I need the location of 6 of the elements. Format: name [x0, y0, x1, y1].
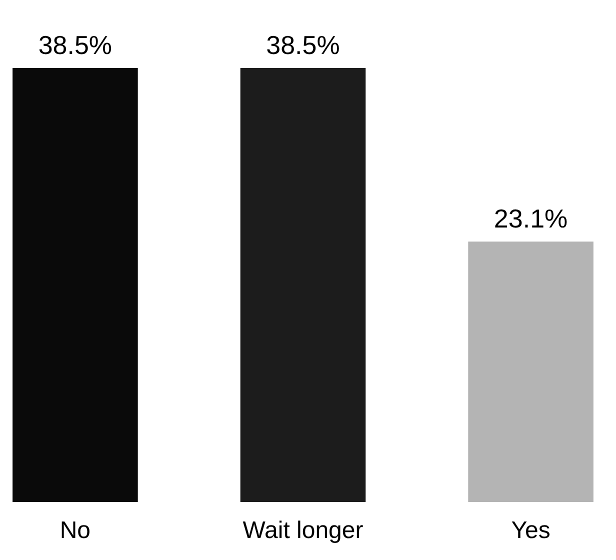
- data-label: 23.1%: [494, 204, 568, 234]
- x-tick-label: No: [60, 517, 91, 544]
- x-tick-label: Yes: [511, 517, 550, 544]
- data-label: 38.5%: [266, 30, 340, 60]
- data-label: 38.5%: [38, 30, 112, 60]
- x-tick-label: Wait longer: [242, 517, 364, 544]
